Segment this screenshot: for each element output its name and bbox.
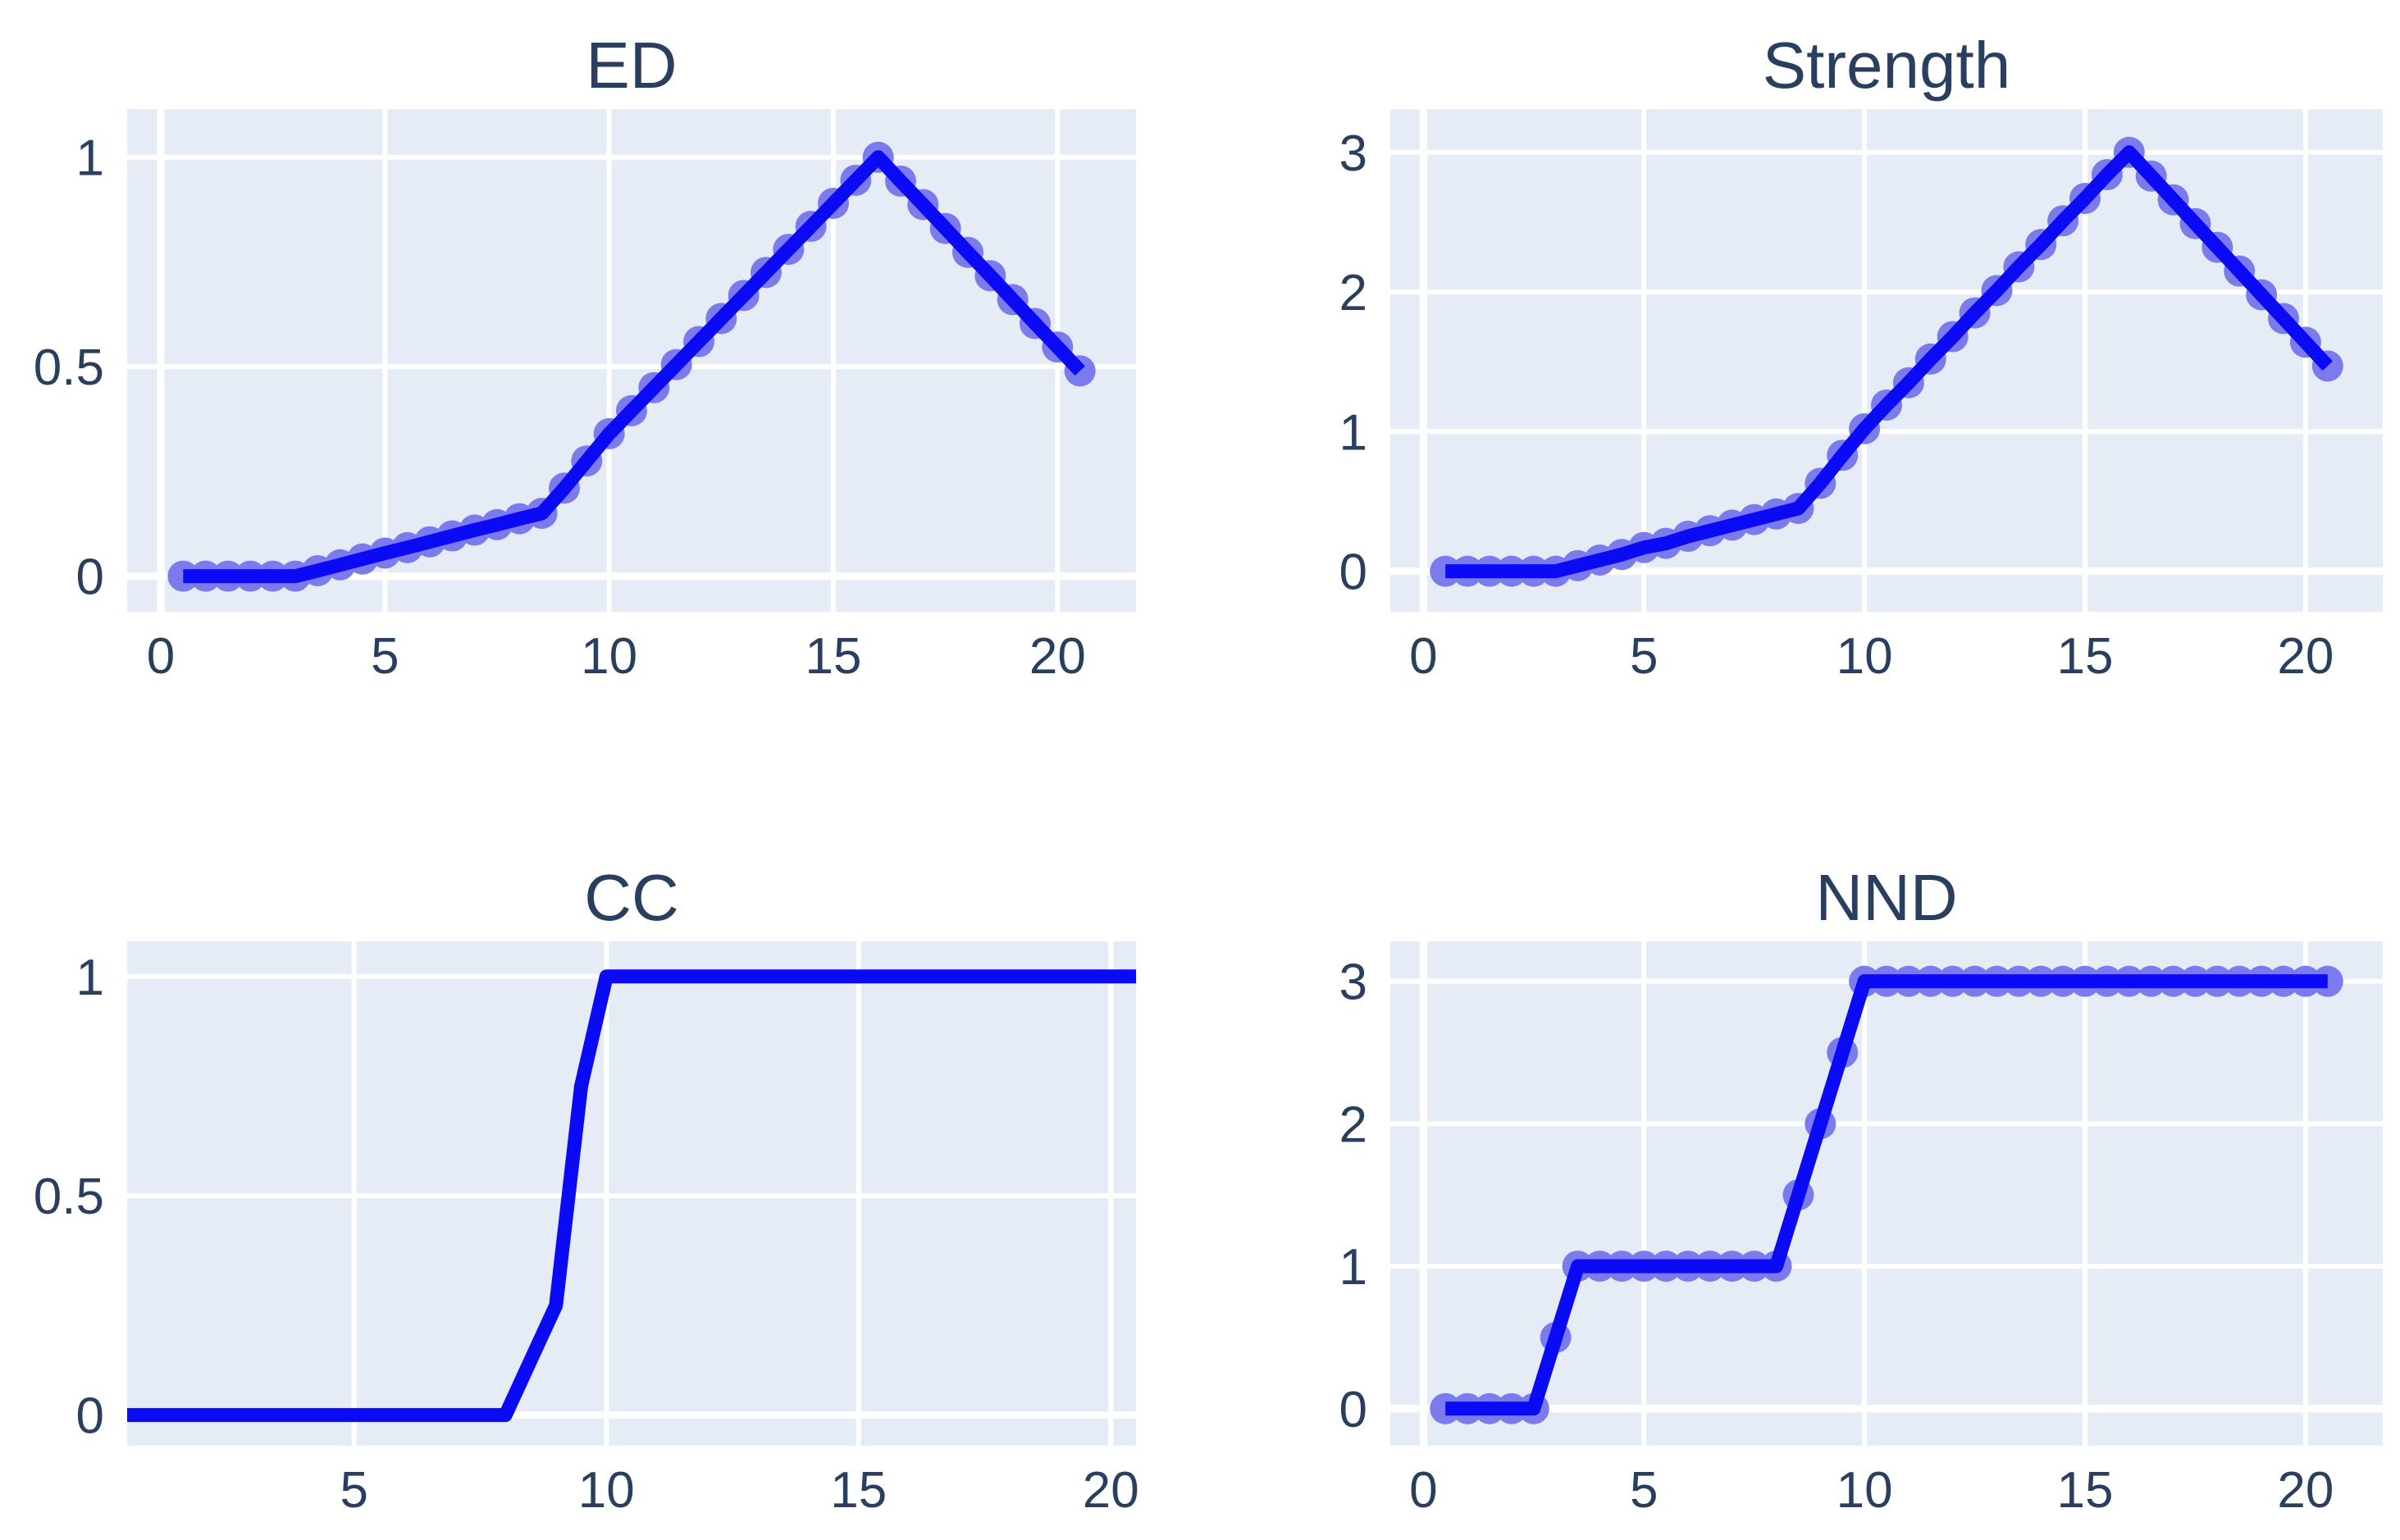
x-tick-label: 5 [1630,1462,1658,1519]
x-tick-label: 5 [340,1462,368,1519]
y-tick-label: 3 [1339,955,1367,1011]
subplot-nnd: NND 0 5 10 15 20 0 1 2 3 [1200,770,2400,1540]
cc-plot: 5 10 15 20 0 0.5 1 [34,941,1139,1519]
y-tick-label: 0 [76,549,104,606]
y-tick-label: 1 [76,130,104,187]
y-tick-label: 0.5 [34,339,104,396]
nnd-plot: 0 5 10 15 20 0 1 2 3 [1339,941,2383,1519]
ed-plot: 0 5 10 15 20 0 0.5 1 [34,109,1136,685]
y-tick-label: 1 [1339,404,1367,461]
x-tick-label: 20 [1029,628,1086,685]
x-tick-label: 20 [1083,1462,1139,1519]
x-tick-label: 10 [1837,1462,1893,1519]
x-tick-label: 15 [805,628,862,685]
x-tick-label: 5 [1630,628,1658,685]
subplot-strength: Strength 0 5 10 15 20 0 1 2 3 [1200,0,2400,770]
y-tick-label: 0 [76,1388,104,1445]
x-tick-label: 15 [2057,1462,2114,1519]
y-tick-label: 2 [1339,265,1367,321]
y-tick-label: 1 [76,950,104,1006]
subplot-title-ed: ED [586,29,678,102]
x-tick-label: 15 [830,1462,887,1519]
x-tick-label: 20 [2277,628,2334,685]
y-tick-label: 0 [1339,1382,1367,1438]
subplot-title-strength: Strength [1762,29,2011,102]
x-tick-label: 10 [578,1462,635,1519]
subplot-ed: ED 0 5 10 15 20 0 0.5 1 [0,0,1200,770]
x-tick-label: 5 [371,628,399,685]
subplot-cc: CC 5 10 15 20 0 0.5 1 [0,770,1200,1540]
subplot-title-nnd: NND [1815,861,1958,934]
x-tick-label: 0 [1409,628,1437,685]
y-tick-label: 3 [1339,125,1367,182]
x-tick-label: 0 [1409,1462,1437,1519]
strength-plot: 0 5 10 15 20 0 1 2 3 [1339,109,2383,685]
x-tick-label: 0 [147,628,175,685]
x-tick-label: 15 [2057,628,2114,685]
y-tick-label: 0.5 [34,1169,104,1225]
y-tick-label: 1 [1339,1239,1367,1296]
x-tick-label: 10 [581,628,637,685]
y-tick-label: 0 [1339,544,1367,601]
x-tick-label: 20 [2277,1462,2334,1519]
x-tick-label: 10 [1837,628,1893,685]
y-tick-label: 2 [1339,1096,1367,1153]
subplot-title-cc: CC [584,861,679,934]
